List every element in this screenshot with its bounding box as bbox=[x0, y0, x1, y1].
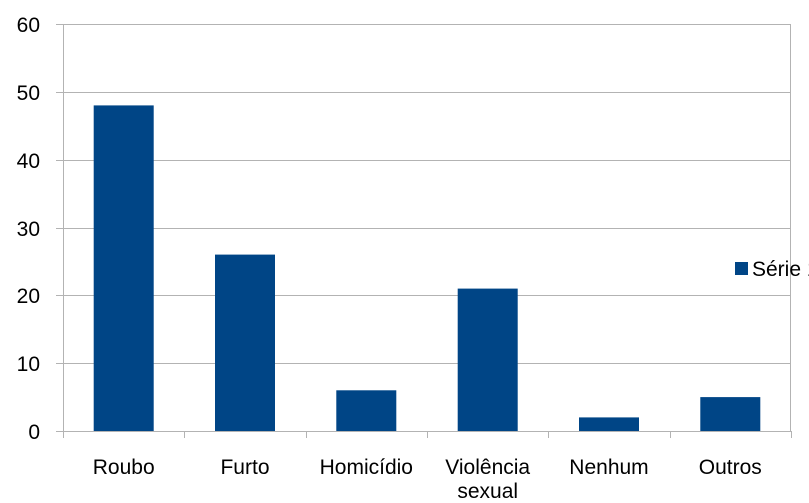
bar bbox=[579, 417, 639, 431]
bar bbox=[457, 288, 518, 431]
axes bbox=[56, 24, 792, 438]
y-tick-label: 10 bbox=[17, 353, 40, 376]
x-tick-label: Violência sexual bbox=[445, 456, 530, 503]
x-tick-label: Roubo bbox=[93, 456, 155, 479]
bar bbox=[336, 390, 397, 431]
x-tick-label: Homicídio bbox=[320, 456, 413, 479]
legend: Série 1 bbox=[735, 258, 809, 281]
y-tick-label: 20 bbox=[17, 285, 40, 308]
x-tick-label: Nenhum bbox=[569, 456, 648, 479]
y-tick-label: 0 bbox=[28, 421, 40, 444]
bar bbox=[700, 397, 761, 431]
bar bbox=[93, 105, 154, 432]
y-tick-label: 40 bbox=[17, 150, 40, 173]
bar bbox=[215, 254, 275, 431]
gridlines bbox=[63, 24, 791, 364]
x-tick-label: Furto bbox=[220, 456, 269, 479]
legend-label: Série 1 bbox=[752, 258, 809, 281]
legend-swatch bbox=[735, 262, 748, 275]
x-tick-label: Outros bbox=[699, 456, 762, 479]
bars bbox=[93, 105, 761, 432]
y-tick-label: 50 bbox=[17, 82, 40, 105]
y-tick-labels: 0 10 20 30 40 50 60 bbox=[17, 14, 40, 444]
y-tick-label: 30 bbox=[17, 218, 40, 241]
x-tick-labels: Roubo Furto Homicídio Violência sexual Nenhum… bbox=[93, 456, 762, 503]
y-tick-label: 60 bbox=[17, 14, 40, 37]
